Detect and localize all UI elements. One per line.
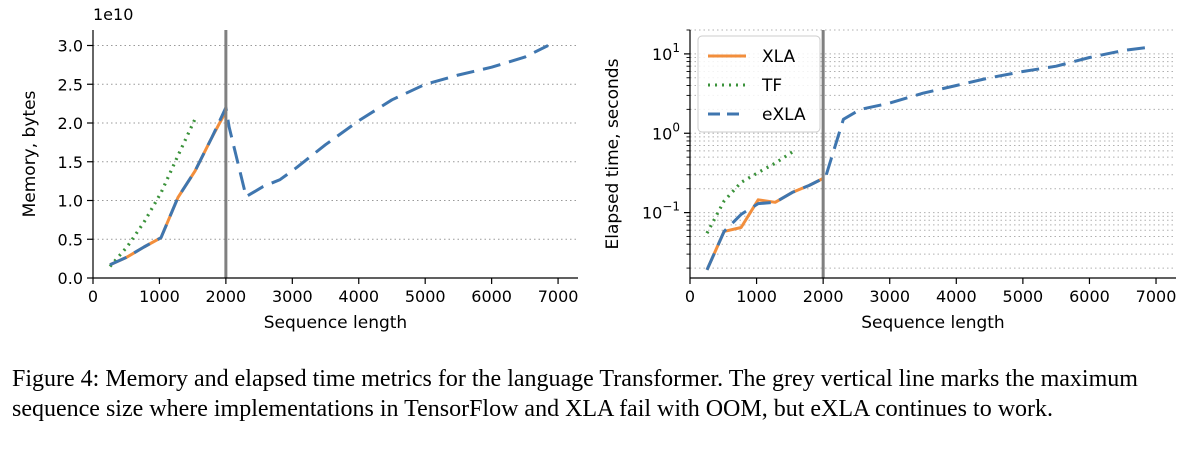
elapsed-x-tick-label: 1000 xyxy=(736,287,777,306)
memory-x-tick-label: 4000 xyxy=(338,287,379,306)
memory-y-tick-label: 3.0 xyxy=(58,37,83,56)
memory-y-offset-label: 1e10 xyxy=(93,5,133,24)
memory-y-tick-label: 0.0 xyxy=(58,269,83,288)
legend-box xyxy=(697,35,821,133)
elapsed-x-tick-label: 5000 xyxy=(1003,287,1044,306)
memory-chart: 0 1000 2000 3000 4000 5000 6000 7000 0.0 0.5 1.0 1.… xyxy=(20,5,578,333)
memory-x-tick-label: 3000 xyxy=(272,287,313,306)
memory-x-tick-label: 2000 xyxy=(206,287,247,306)
figure-caption: Figure 4: Memory and elapsed time metric… xyxy=(12,366,1138,422)
elapsed-x-tick-label: 0 xyxy=(685,287,695,306)
memory-y-tick-label: 2.5 xyxy=(58,75,83,94)
memory-x-axis-label: Sequence length xyxy=(264,313,407,333)
elapsed-x-tick-label: 2000 xyxy=(803,287,844,306)
memory-y-tick-label: 2.0 xyxy=(58,114,83,133)
legend-label-xla: XLA xyxy=(762,47,796,67)
elapsed-x-axis-label: Sequence length xyxy=(861,313,1004,333)
memory-y-tick-label: 0.5 xyxy=(58,230,83,249)
memory-x-tick-label: 1000 xyxy=(139,287,180,306)
memory-series-exla xyxy=(109,44,549,267)
legend-label-exla: eXLA xyxy=(762,105,806,125)
elapsed-chart: 0 1000 2000 3000 4000 5000 6000 7000 10−1 100 101 S… xyxy=(603,29,1177,333)
elapsed-y-tick-label: 101 xyxy=(652,41,680,64)
legend: XLA TF eXLA xyxy=(697,35,821,133)
elapsed-x-tick-label: 3000 xyxy=(869,287,910,306)
elapsed-x-tick-label: 4000 xyxy=(936,287,977,306)
elapsed-y-tick-label: 100 xyxy=(652,120,680,143)
elapsed-series-xla xyxy=(705,177,824,271)
memory-x-tick-label: 7000 xyxy=(538,287,579,306)
legend-label-tf: TF xyxy=(761,76,782,96)
memory-series-tf xyxy=(108,118,197,268)
figure: 0 1000 2000 3000 4000 5000 6000 7000 0.0 0.5 1.0 1.… xyxy=(20,5,1177,333)
elapsed-x-tick-label: 6000 xyxy=(1069,287,1110,306)
elapsed-y-axis-label: Elapsed time, seconds xyxy=(603,58,623,249)
memory-x-tick-label: 6000 xyxy=(471,287,512,306)
memory-y-tick-label: 1.5 xyxy=(58,153,83,172)
memory-x-tick-label: 5000 xyxy=(405,287,446,306)
elapsed-series-tf xyxy=(705,150,794,234)
memory-y-axis-label: Memory, bytes xyxy=(20,90,40,217)
elapsed-series-exla xyxy=(705,46,1147,271)
figure-canvas: 0 1000 2000 3000 4000 5000 6000 70000.00.51.01.… xyxy=(20,5,1177,333)
memory-series-xla xyxy=(109,110,228,267)
memory-y-tick-label: 1.0 xyxy=(58,192,83,211)
memory-x-tick-label: 0 xyxy=(88,287,98,306)
elapsed-y-tick-label: 10−1 xyxy=(642,200,680,223)
elapsed-x-tick-label: 7000 xyxy=(1136,287,1177,306)
